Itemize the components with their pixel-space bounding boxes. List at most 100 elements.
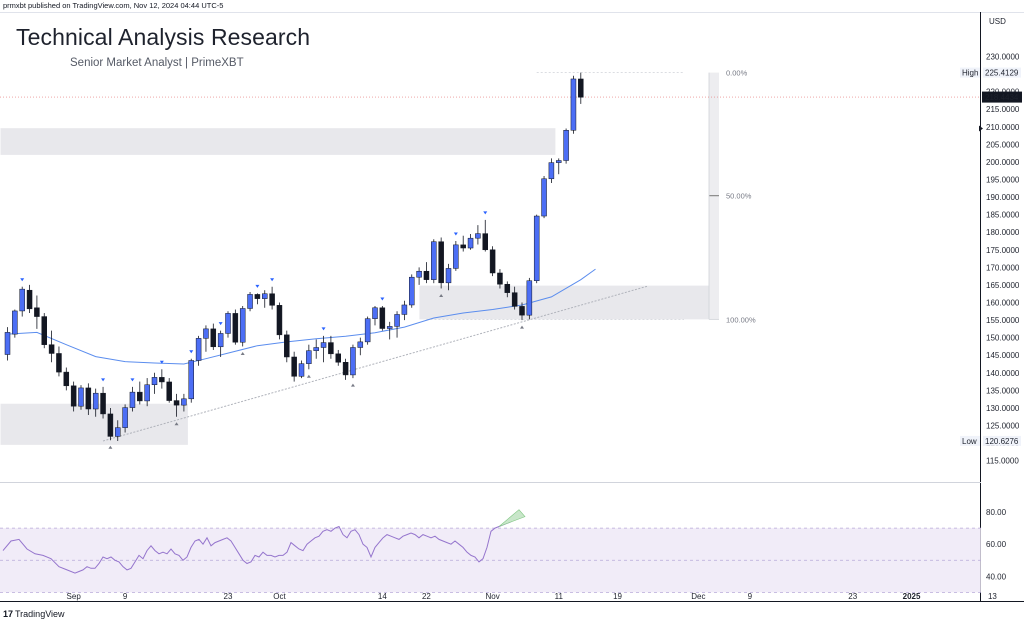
- bear-candle-body: [328, 342, 334, 355]
- swing-low-marker: [174, 422, 179, 426]
- bull-candle-body: [431, 241, 437, 280]
- candle: [26, 284, 33, 314]
- time-tick-label: 23: [848, 592, 857, 601]
- bull-candle-body: [188, 360, 194, 400]
- candle: [56, 346, 62, 377]
- bull-candle-body: [78, 387, 84, 407]
- time-tick-label: 22: [422, 592, 431, 601]
- candle: [254, 293, 261, 305]
- bull-candle-body: [357, 341, 364, 348]
- price-scale-arrow-icon: [979, 125, 983, 132]
- bull-candle-body: [4, 332, 11, 355]
- bull-candle-body: [386, 326, 393, 329]
- price-tick-label: 165.0000: [986, 281, 1020, 290]
- swing-high-marker: [189, 350, 194, 354]
- price-tick-label: 135.0000: [986, 386, 1020, 395]
- price-tick-label: 140.0000: [986, 369, 1020, 378]
- rsi-tick-label: 40.00: [986, 572, 1007, 581]
- price-tick-label: 175.0000: [986, 246, 1020, 255]
- candle: [34, 295, 40, 329]
- candle: [247, 291, 253, 312]
- upper-resistance-zone: [0, 128, 556, 155]
- bear-candle-body: [232, 313, 239, 343]
- candle: [445, 263, 452, 291]
- time-tick-label: Dec: [691, 592, 705, 601]
- tradingview-logo[interactable]: 17 TradingView: [3, 609, 65, 619]
- candle: [453, 240, 459, 271]
- candle: [276, 302, 283, 340]
- candle: [85, 383, 92, 415]
- candle: [203, 325, 209, 352]
- bear-candle-body: [159, 377, 165, 383]
- candle: [342, 358, 349, 380]
- bear-candle-body: [41, 316, 47, 345]
- candle: [48, 330, 55, 363]
- bull-candle-body: [556, 160, 562, 163]
- bull-candle-body: [445, 268, 452, 284]
- candle: [306, 344, 312, 370]
- swing-high-marker: [483, 211, 488, 215]
- candle: [195, 335, 202, 366]
- swing-high-marker: [380, 297, 385, 301]
- bull-candle-body: [239, 308, 246, 343]
- time-tick-label: 9: [748, 592, 753, 601]
- candle: [533, 214, 540, 284]
- candle: [151, 372, 158, 394]
- bull-candle-body: [225, 313, 231, 334]
- bull-candle-body: [247, 294, 253, 309]
- swing-low-marker: [520, 325, 524, 329]
- bear-candle-body: [63, 371, 70, 387]
- bear-candle-body: [291, 356, 297, 377]
- bull-candle-body: [467, 237, 474, 249]
- time-tick-label: 11: [555, 592, 564, 601]
- current-price-value: 218.4434: [985, 93, 1019, 102]
- swing-high-marker: [321, 327, 326, 331]
- bull-candle-body: [372, 307, 378, 319]
- bull-candle-body: [533, 215, 540, 281]
- bull-candle-body: [115, 427, 121, 437]
- bear-candle-body: [269, 293, 275, 306]
- candle: [541, 175, 547, 219]
- high-tag-bg: [960, 67, 980, 78]
- candle: [70, 381, 77, 412]
- publish-attribution: prmxbt published on TradingView.com, Nov…: [3, 1, 224, 10]
- bear-candle-body: [511, 292, 518, 307]
- bear-candle-body: [100, 392, 106, 415]
- candle: [78, 385, 84, 410]
- price-tick-label: 125.0000: [986, 422, 1020, 431]
- current-price-bg: [982, 91, 1022, 103]
- candle: [379, 306, 386, 331]
- bull-candle-body: [409, 276, 415, 306]
- high-value-bg: [983, 67, 1021, 78]
- bull-candle-body: [203, 328, 209, 339]
- swing-high-marker: [20, 278, 25, 282]
- candle: [188, 358, 194, 403]
- bear-candle-body: [497, 272, 503, 285]
- bear-candle-body: [166, 381, 172, 401]
- candle: [482, 219, 488, 252]
- bull-candle-body: [122, 407, 128, 428]
- price-tick-label: 155.0000: [986, 316, 1020, 325]
- high-tag: High: [962, 69, 978, 78]
- bull-candle-body: [19, 288, 25, 312]
- bear-candle-body: [379, 307, 386, 329]
- bull-candle-body: [416, 270, 422, 278]
- swing-high-marker: [255, 284, 260, 288]
- time-tick-label: 9: [123, 592, 128, 601]
- bull-candle-body: [217, 333, 224, 348]
- candle: [122, 404, 128, 433]
- price-tick-label: 160.0000: [986, 299, 1020, 308]
- candle: [4, 327, 11, 361]
- candle: [129, 386, 136, 412]
- candle: [526, 277, 533, 320]
- bear-candle-body: [85, 387, 92, 410]
- bear-candle-body: [342, 362, 349, 376]
- currency-label: USD: [989, 17, 1006, 26]
- candle: [335, 349, 341, 366]
- candle: [100, 386, 106, 419]
- bull-candle-body: [570, 78, 577, 131]
- candle: [401, 300, 408, 321]
- bear-candle-body: [56, 353, 62, 373]
- price-tick-label: 115.0000: [986, 457, 1019, 466]
